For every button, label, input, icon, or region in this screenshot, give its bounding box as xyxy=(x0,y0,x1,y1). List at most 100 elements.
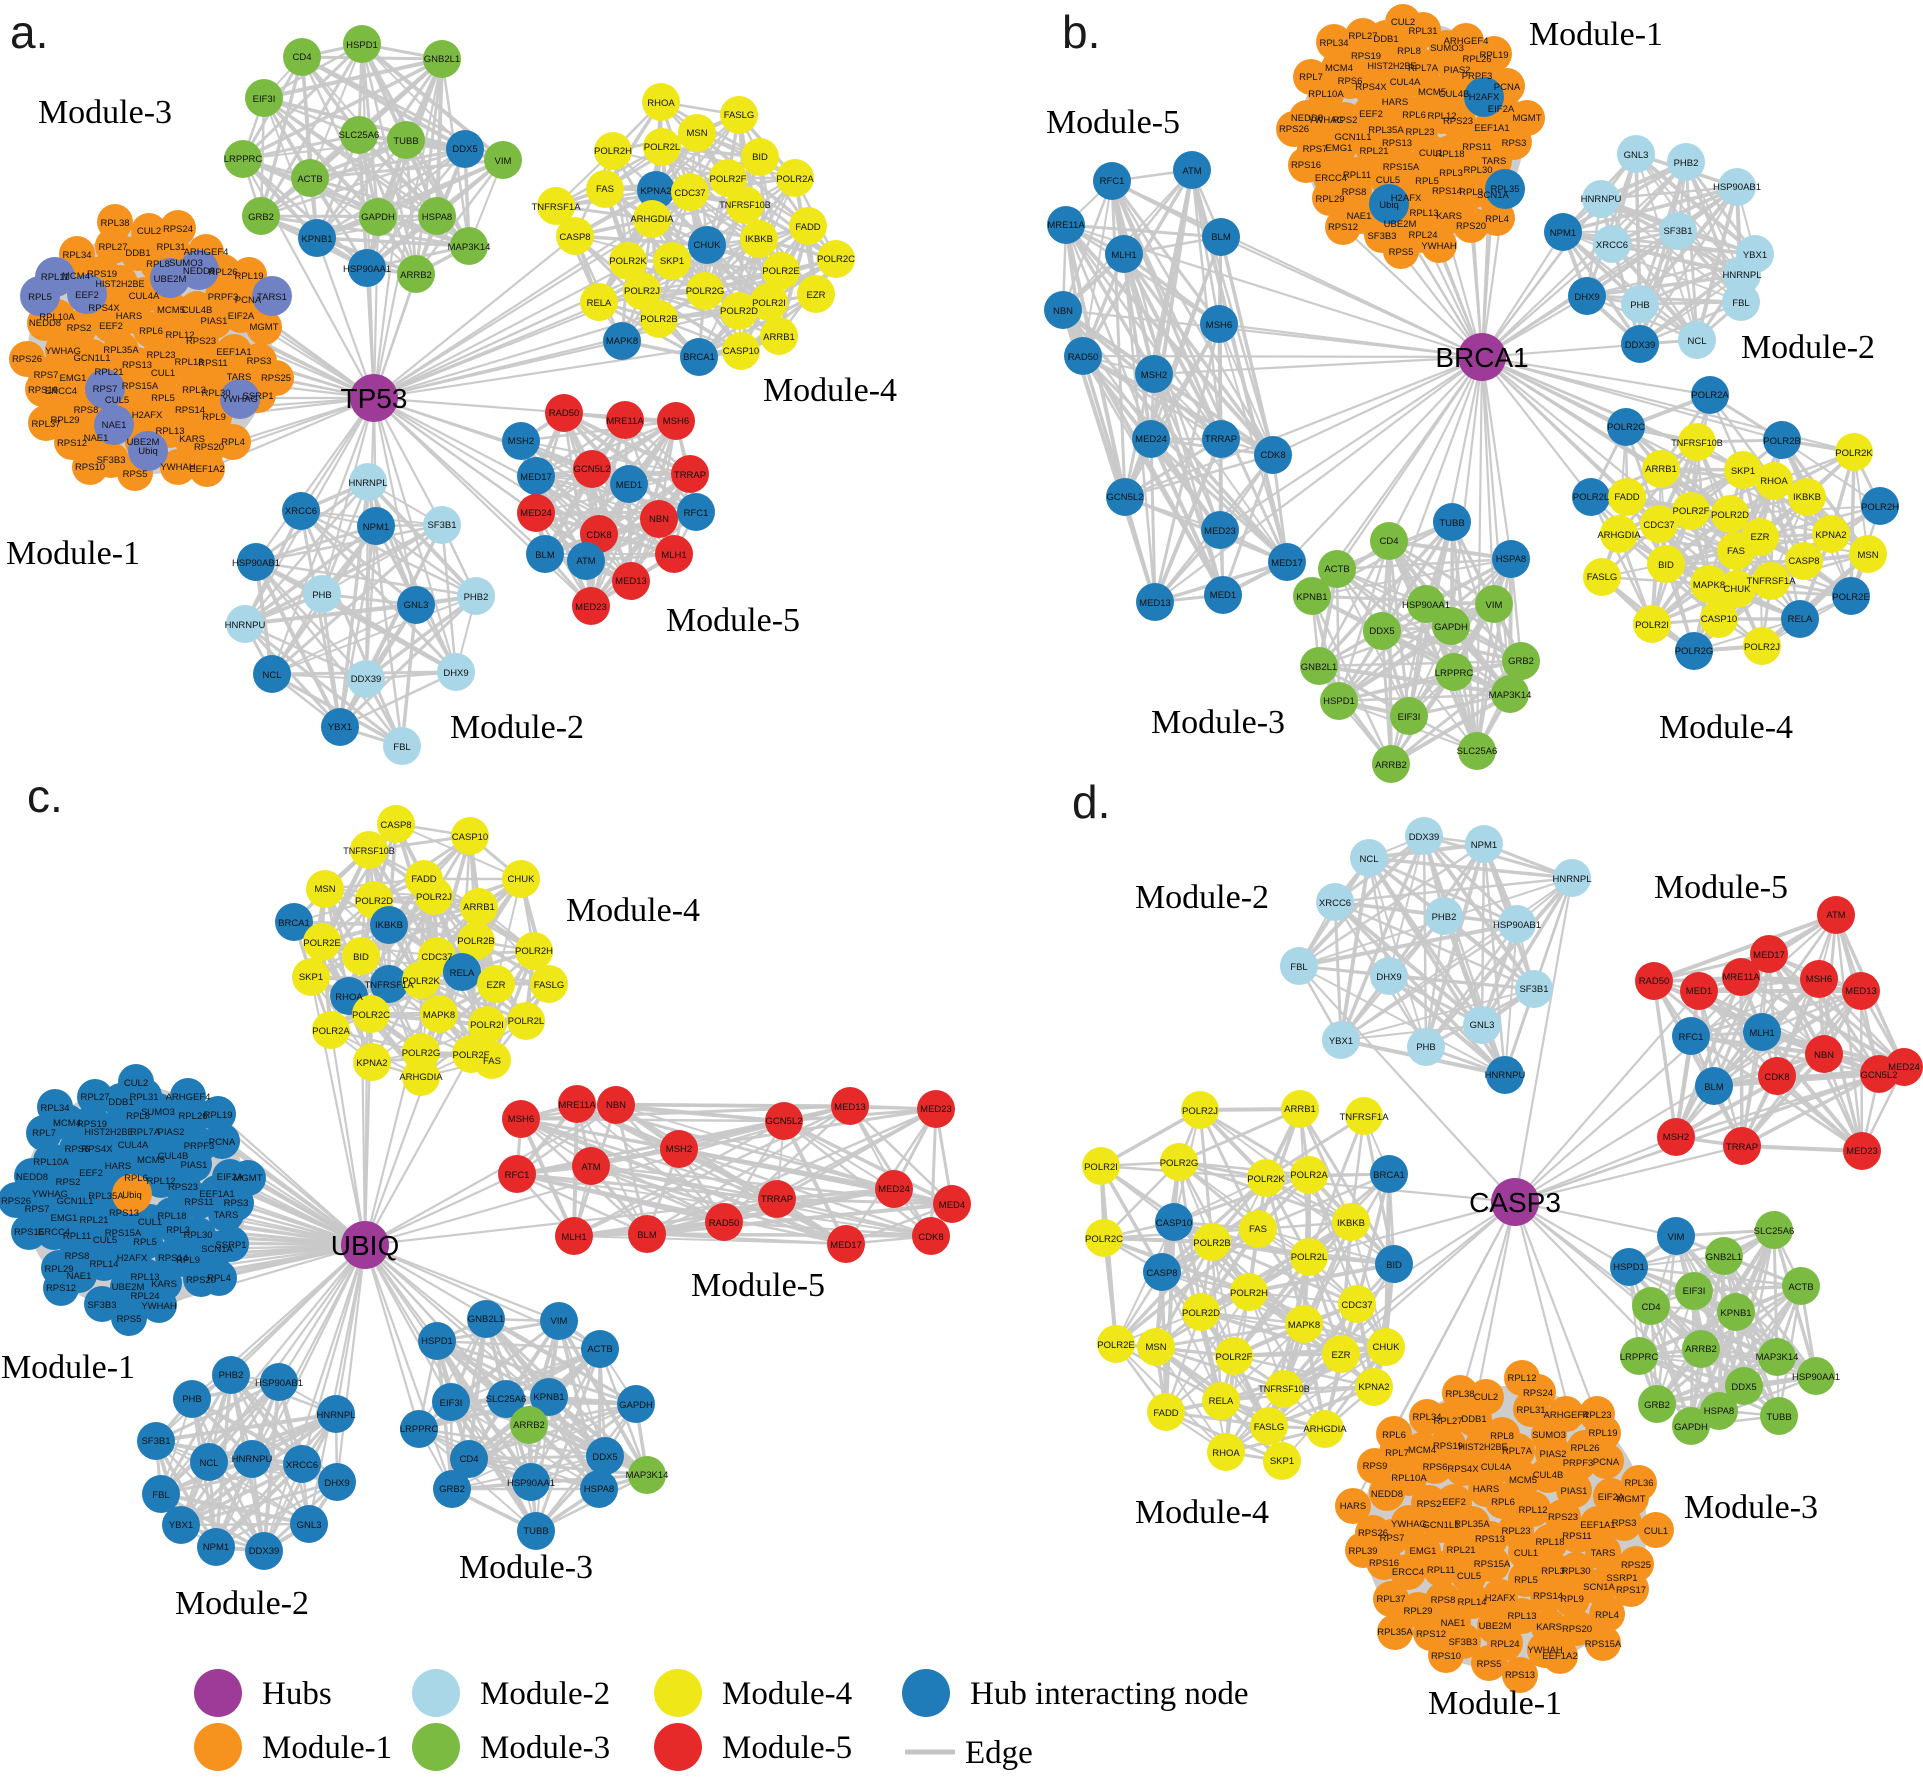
svg-text:CUL2: CUL2 xyxy=(137,226,161,237)
svg-text:RPL26: RPL26 xyxy=(1570,1443,1599,1454)
svg-text:PIAS1: PIAS1 xyxy=(181,1160,208,1171)
svg-text:RPL12: RPL12 xyxy=(1518,1505,1547,1516)
svg-text:FADD: FADD xyxy=(1614,492,1639,503)
svg-text:SCN1A: SCN1A xyxy=(201,1244,233,1255)
svg-text:EZR: EZR xyxy=(1332,1350,1351,1361)
svg-text:KARS: KARS xyxy=(151,1279,177,1290)
svg-text:DHX9: DHX9 xyxy=(443,668,468,679)
svg-text:RPS15A: RPS15A xyxy=(122,381,159,392)
svg-text:IKBKB: IKBKB xyxy=(745,234,773,245)
svg-text:Module-4: Module-4 xyxy=(1135,1494,1269,1531)
svg-text:FADD: FADD xyxy=(795,222,820,233)
svg-text:NCL: NCL xyxy=(199,1458,218,1469)
svg-text:RHOA: RHOA xyxy=(335,992,363,1003)
svg-text:RPL18: RPL18 xyxy=(1535,1537,1564,1548)
svg-text:RPL11: RPL11 xyxy=(1427,1565,1455,1576)
svg-text:ARHGEF4: ARHGEF4 xyxy=(1544,1410,1589,1421)
svg-text:GAPDH: GAPDH xyxy=(1674,1422,1708,1433)
svg-text:DDX39: DDX39 xyxy=(249,1546,280,1557)
svg-text:HIST2H2BE: HIST2H2BE xyxy=(95,279,144,289)
svg-text:RPL29: RPL29 xyxy=(50,415,79,426)
svg-text:MAP3K14: MAP3K14 xyxy=(1756,1352,1799,1363)
svg-text:H2AFX: H2AFX xyxy=(132,410,163,421)
svg-text:MGMT: MGMT xyxy=(249,322,278,333)
svg-text:NEDD8: NEDD8 xyxy=(1291,113,1323,124)
svg-text:SUMO3: SUMO3 xyxy=(141,1107,175,1118)
svg-text:GCN5L2: GCN5L2 xyxy=(1861,1070,1898,1081)
svg-text:TNFRSF10B: TNFRSF10B xyxy=(343,846,395,856)
svg-text:RPL27: RPL27 xyxy=(1348,31,1377,42)
svg-text:RPL24: RPL24 xyxy=(1408,230,1437,241)
svg-text:ARHGEF4: ARHGEF4 xyxy=(184,247,229,258)
svg-text:TRRAP: TRRAP xyxy=(1205,434,1237,445)
svg-text:NPM1: NPM1 xyxy=(1471,840,1497,851)
svg-text:RPL37: RPL37 xyxy=(1376,1594,1405,1605)
svg-text:TNFRSF1A: TNFRSF1A xyxy=(1339,1112,1389,1123)
svg-text:RPL27: RPL27 xyxy=(98,242,127,253)
svg-text:RPS4X: RPS4X xyxy=(1355,82,1387,93)
svg-text:TARS: TARS xyxy=(227,372,252,383)
svg-text:EEF1A2: EEF1A2 xyxy=(1542,1651,1577,1662)
svg-text:RPL27: RPL27 xyxy=(1433,1416,1462,1427)
svg-text:RPL5: RPL5 xyxy=(151,393,175,404)
svg-text:RPL12: RPL12 xyxy=(1427,111,1456,122)
svg-text:c.: c. xyxy=(27,770,63,822)
svg-text:KPNA2: KPNA2 xyxy=(1358,1382,1389,1393)
svg-text:POLR2F: POLR2F xyxy=(710,174,747,185)
svg-text:KARS: KARS xyxy=(1436,211,1462,222)
svg-text:b.: b. xyxy=(1062,6,1100,58)
svg-text:KPNB1: KPNB1 xyxy=(1720,1308,1751,1319)
svg-text:UBE2M: UBE2M xyxy=(127,437,160,448)
svg-text:ATM: ATM xyxy=(576,556,595,567)
svg-text:RPL30: RPL30 xyxy=(183,1230,212,1241)
svg-text:Ubiq: Ubiq xyxy=(122,1190,142,1201)
svg-text:EIF2A: EIF2A xyxy=(228,311,255,322)
svg-text:POLR2B: POLR2B xyxy=(457,936,495,947)
svg-text:CDK8: CDK8 xyxy=(1260,450,1285,461)
svg-text:ARRB1: ARRB1 xyxy=(463,902,495,913)
svg-text:TRRAP: TRRAP xyxy=(1726,1142,1758,1153)
svg-text:BLM: BLM xyxy=(1704,1082,1724,1093)
svg-text:PIAS1: PIAS1 xyxy=(1561,1486,1588,1497)
svg-text:TRRAP: TRRAP xyxy=(674,470,706,481)
svg-text:HSPD1: HSPD1 xyxy=(1323,696,1355,707)
svg-text:POLR2J: POLR2J xyxy=(1182,1106,1218,1117)
svg-text:RPS17: RPS17 xyxy=(1616,1585,1646,1596)
svg-text:RFC1: RFC1 xyxy=(1679,1032,1704,1043)
svg-text:PRPF3: PRPF3 xyxy=(208,292,239,303)
svg-text:RPS26: RPS26 xyxy=(1279,124,1309,135)
svg-text:KPNB1: KPNB1 xyxy=(301,234,332,245)
svg-text:RPS2: RPS2 xyxy=(1333,115,1358,126)
svg-text:RPS15A: RPS15A xyxy=(1383,162,1420,173)
svg-text:RPL29: RPL29 xyxy=(1403,1606,1432,1617)
svg-text:RPL3: RPL3 xyxy=(166,1225,190,1236)
svg-text:GRB2: GRB2 xyxy=(439,1484,465,1495)
svg-text:RPS7: RPS7 xyxy=(25,1204,50,1215)
svg-text:RELA: RELA xyxy=(450,968,475,979)
svg-text:RPL11: RPL11 xyxy=(41,272,69,283)
svg-text:DHX9: DHX9 xyxy=(324,1478,349,1489)
svg-text:HSPD1: HSPD1 xyxy=(421,1336,453,1347)
svg-text:UBIQ: UBIQ xyxy=(331,1230,399,1261)
svg-text:SKP1: SKP1 xyxy=(660,256,684,267)
svg-text:PHB2: PHB2 xyxy=(1674,158,1699,169)
svg-text:PCNA: PCNA xyxy=(235,295,262,306)
svg-text:GCN1L1: GCN1L1 xyxy=(1423,1520,1460,1531)
svg-text:RPL30: RPL30 xyxy=(1463,165,1492,176)
svg-text:RPL24: RPL24 xyxy=(1490,1639,1519,1650)
svg-text:HIST2H2BE: HIST2H2BE xyxy=(84,1127,133,1137)
svg-text:POLR2A: POLR2A xyxy=(776,174,814,185)
svg-text:RPS7: RPS7 xyxy=(93,384,118,395)
svg-text:RPL34: RPL34 xyxy=(1319,38,1348,49)
svg-text:RPL6: RPL6 xyxy=(139,326,163,337)
svg-text:Module-3: Module-3 xyxy=(38,94,172,131)
svg-text:RPL36: RPL36 xyxy=(1624,1478,1653,1489)
svg-text:Module-3: Module-3 xyxy=(459,1549,593,1586)
svg-text:RPS25: RPS25 xyxy=(261,373,291,384)
svg-text:ERCC4: ERCC4 xyxy=(1392,1567,1424,1578)
svg-text:RPS6: RPS6 xyxy=(65,1144,90,1155)
svg-text:EEF2: EEF2 xyxy=(1359,109,1383,120)
svg-text:HNRNPU: HNRNPU xyxy=(1485,1070,1526,1081)
svg-text:a.: a. xyxy=(10,6,48,58)
svg-text:RPL23: RPL23 xyxy=(1582,1410,1611,1421)
